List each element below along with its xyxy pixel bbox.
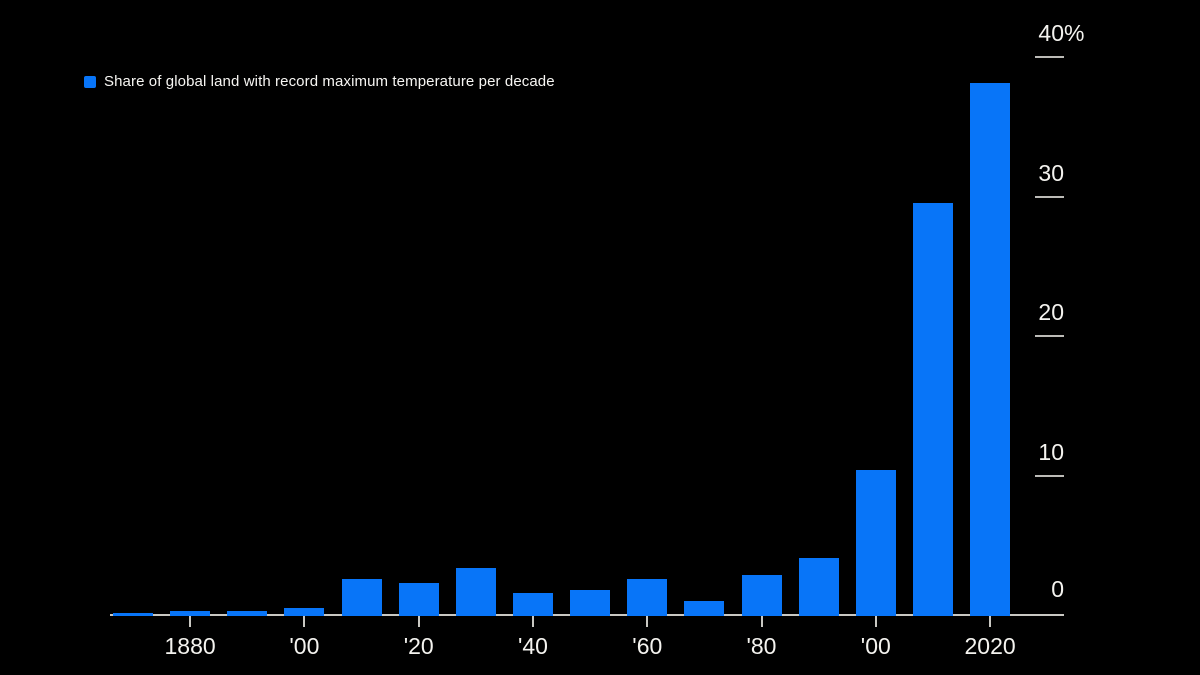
x-tick-mark	[646, 616, 649, 627]
bar-1870s	[113, 612, 153, 616]
bar-1980s	[741, 574, 782, 616]
y-tick-mark	[1035, 55, 1064, 58]
x-tick-label: '00	[289, 633, 320, 659]
chart-legend: Share of global land with record maximum…	[84, 73, 555, 90]
y-tick-label: 0	[1051, 576, 1064, 602]
bar-1890s	[227, 611, 268, 616]
x-tick-label: '40	[518, 633, 548, 659]
bar-2020s	[970, 82, 1011, 616]
y-tick-label: 40%	[1038, 19, 1085, 46]
x-tick-mark	[989, 616, 992, 627]
x-tick-mark	[189, 616, 192, 627]
bar-1950s	[570, 590, 611, 616]
y-tick-label: 30	[1038, 159, 1064, 186]
x-tick-label: 1880	[164, 633, 216, 659]
bar-1880s	[170, 611, 211, 616]
y-tick-label: 20	[1038, 299, 1064, 326]
x-tick-label: '80	[746, 633, 777, 659]
bar-2000s	[855, 470, 896, 616]
x-tick-label: '00	[860, 633, 891, 659]
percent-sign: %	[1064, 19, 1085, 46]
x-tick-mark	[417, 616, 420, 627]
x-tick-mark	[874, 616, 877, 627]
y-tick-mark	[1035, 335, 1064, 338]
bar-1930s	[455, 567, 496, 616]
bar-1900s	[284, 608, 325, 616]
bar-1990s	[798, 558, 839, 616]
bar-1960s	[627, 579, 668, 616]
x-tick-label: '60	[632, 633, 663, 659]
x-tick-mark	[532, 616, 534, 627]
x-tick-mark	[303, 616, 306, 627]
bar-1970s	[684, 601, 725, 616]
bar-1910s	[341, 579, 382, 616]
y-tick-mark	[1035, 195, 1064, 198]
legend-marker-icon	[84, 75, 96, 88]
bar-1940s	[513, 593, 553, 616]
bar-2010s	[913, 203, 953, 616]
x-tick-label: 2020	[964, 633, 1016, 659]
y-tick-mark	[1035, 475, 1064, 478]
y-tick-label: 10	[1038, 439, 1064, 466]
x-tick-label: '20	[403, 633, 434, 659]
bar-1920s	[398, 583, 439, 616]
x-tick-mark	[760, 616, 763, 627]
legend-label: Share of global land with record maximum…	[104, 73, 555, 90]
